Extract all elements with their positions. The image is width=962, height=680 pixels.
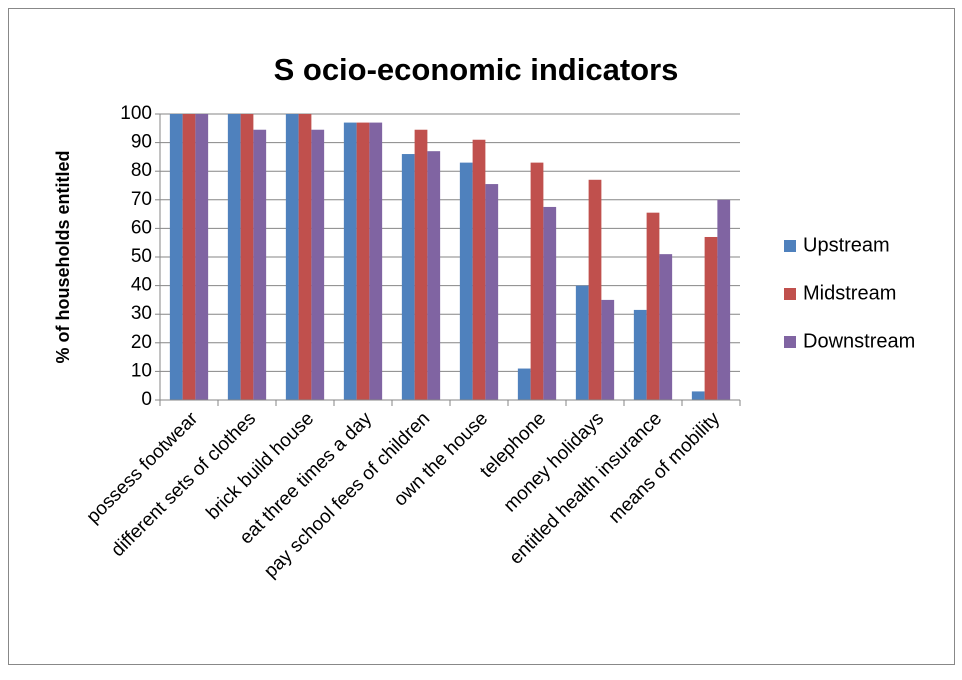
bar: [369, 122, 383, 400]
chart-title: S ocio-economic indicators: [274, 52, 679, 87]
y-tick-label: 0: [141, 389, 152, 410]
bar: [311, 129, 325, 401]
bar: [427, 151, 441, 400]
y-tick-label: 60: [131, 217, 152, 238]
bar: [253, 129, 267, 401]
bar: [530, 162, 544, 400]
y-tick-label: 40: [131, 275, 152, 296]
y-tick-label: 30: [131, 303, 152, 324]
bar: [633, 309, 647, 400]
y-tick-label: 90: [131, 132, 152, 153]
bar: [575, 285, 589, 400]
legend-swatch: [784, 240, 796, 252]
bar: [691, 391, 705, 400]
bar: [227, 114, 241, 400]
bar: [343, 122, 357, 400]
y-tick-label: 70: [131, 189, 152, 210]
legend-swatch: [784, 336, 796, 348]
y-tick-label: 50: [131, 246, 152, 267]
bar: [401, 154, 415, 400]
y-tick-label: 20: [131, 332, 152, 353]
y-tick-label: 100: [120, 103, 152, 124]
bar: [169, 114, 183, 400]
bar: [659, 254, 673, 400]
legend-label: Downstream: [803, 330, 915, 352]
bar: [485, 184, 499, 400]
bar: [543, 206, 557, 400]
bar: [182, 114, 196, 400]
bar: [646, 212, 660, 400]
bar: [717, 199, 731, 400]
bar: [459, 162, 473, 400]
legend-label: Upstream: [803, 234, 890, 256]
legend-swatch: [784, 288, 796, 300]
bar: [588, 179, 602, 400]
bar: [601, 299, 615, 400]
y-axis-label: % of households entitled: [53, 150, 73, 363]
bar: [517, 368, 531, 400]
bar: [195, 114, 209, 400]
legend-label: Midstream: [803, 282, 896, 304]
bar: [356, 122, 370, 400]
y-tick-label: 10: [131, 360, 152, 381]
bar: [298, 114, 312, 400]
y-tick-label: 80: [131, 160, 152, 181]
bar: [240, 114, 254, 400]
bar: [285, 114, 299, 400]
bar: [472, 139, 486, 401]
bar: [704, 236, 718, 400]
bar: [414, 129, 428, 401]
